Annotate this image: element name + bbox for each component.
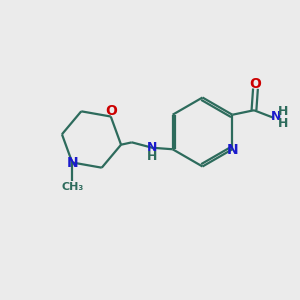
Text: N: N [146,141,157,154]
Text: N: N [66,156,78,170]
Text: O: O [250,76,261,91]
Text: H: H [278,117,288,130]
Text: O: O [105,103,117,118]
Text: H: H [278,105,288,118]
Text: H: H [146,150,157,163]
Text: N: N [271,110,281,123]
Text: CH₃: CH₃ [61,182,83,192]
Text: N: N [227,143,239,157]
